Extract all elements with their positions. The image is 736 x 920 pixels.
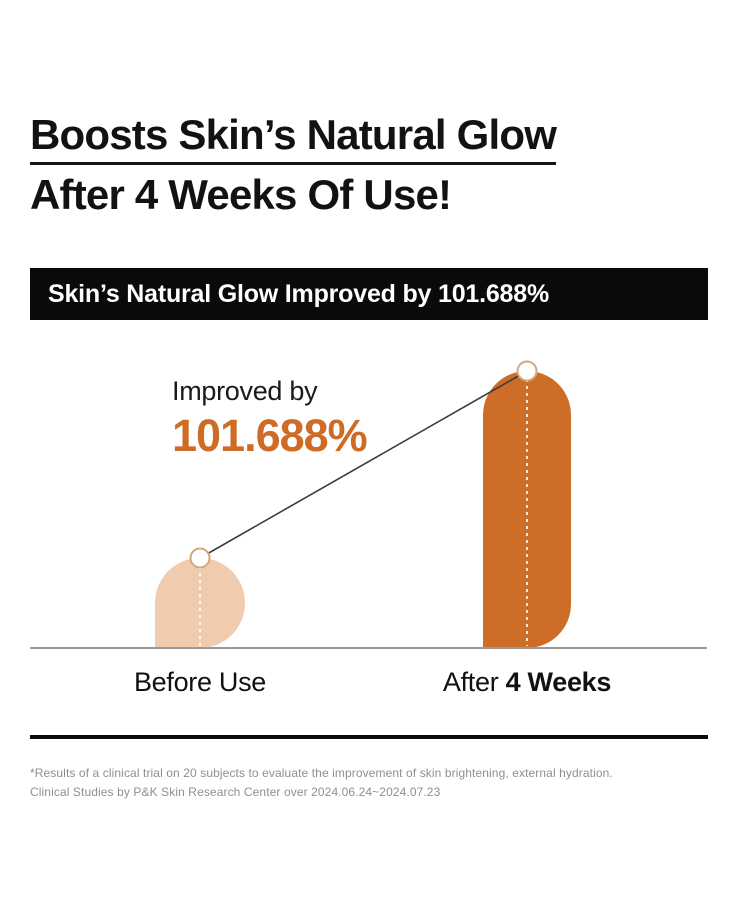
bar-after-4-weeks: [483, 371, 571, 648]
bar-before-use: [155, 558, 245, 648]
page-title-line2: After 4 Weeks Of Use!: [30, 171, 452, 219]
chart-baseline: [30, 647, 707, 649]
footnote-line1: *Results of a clinical trial on 20 subje…: [30, 766, 613, 780]
footnote-line2: Clinical Studies by P&K Skin Research Ce…: [30, 784, 441, 799]
x-label-after-regular: After: [442, 667, 499, 697]
x-label-after-4-weeks: After 4 Weeks: [417, 667, 637, 698]
stat-banner-text: Skin’s Natural Glow Improved by 101.688%: [48, 279, 549, 308]
improvement-label: Improved by: [172, 376, 318, 406]
improvement-annotation: Improved by 101.688%: [172, 376, 368, 462]
page-title-line1: Boosts Skin’s Natural Glow: [30, 112, 557, 166]
x-label-after-bold: 4 Weeks: [505, 667, 612, 697]
footnote-divider: [30, 735, 708, 739]
bar-before-center-dotted-line: [199, 566, 201, 646]
improvement-value: 101.688%: [172, 410, 368, 461]
x-label-before-use: Before Use: [133, 667, 267, 697]
page-title: Boosts Skin’s Natural Glow After 4 Weeks…: [30, 112, 557, 219]
stat-banner: Skin’s Natural Glow Improved by 101.688%: [30, 268, 708, 320]
bar-after-center-dotted-line: [526, 379, 528, 646]
trend-connector-svg: [189, 360, 538, 569]
footnote: *Results of a clinical trial on 20 subje…: [30, 764, 690, 801]
